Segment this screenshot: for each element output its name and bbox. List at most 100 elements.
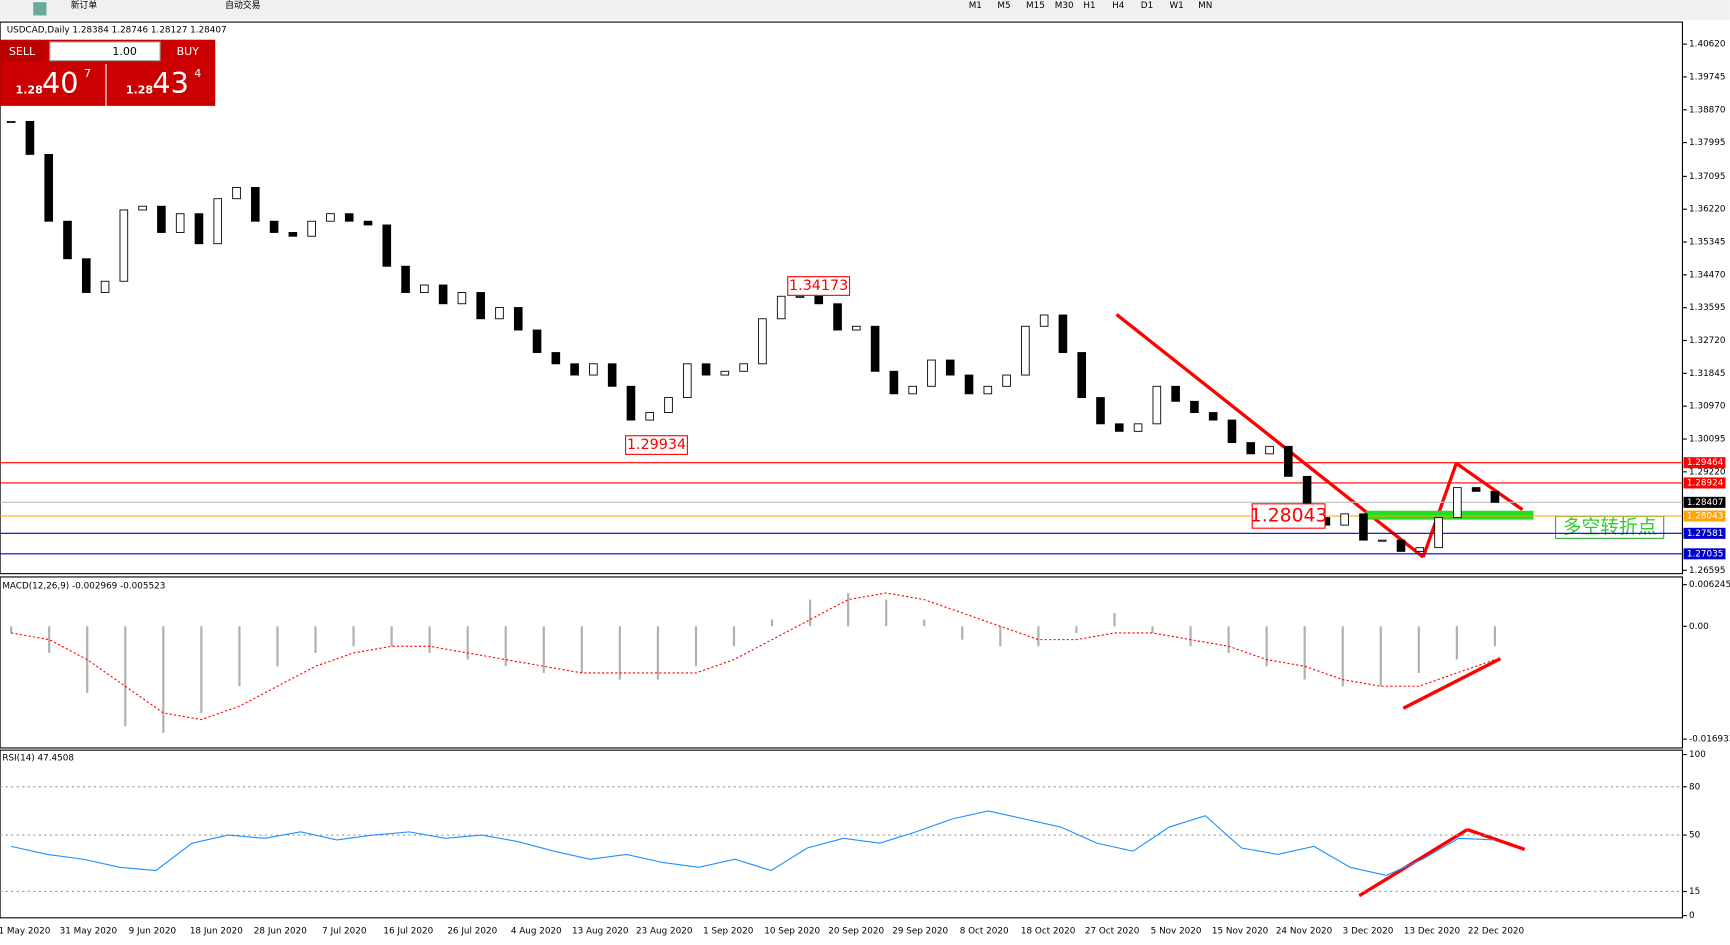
candle: [232, 187, 241, 200]
candle: [119, 209, 129, 282]
candle: [1227, 419, 1237, 444]
candle: [870, 325, 880, 372]
sell-button[interactable]: [0, 41, 45, 62]
date-label: 29 Sep 2020: [892, 927, 948, 937]
sell[interactable]: SELL: [9, 45, 36, 58]
y-tick-label: 1.38870: [1689, 105, 1726, 115]
toolbar-button[interactable]: 新订单: [71, 0, 98, 11]
candle: [6, 120, 16, 123]
candle: [63, 220, 72, 260]
y-tick-label: 1.33595: [1689, 303, 1725, 313]
ask-big[interactable]: 1.28: [126, 83, 153, 96]
candle: [81, 258, 91, 293]
candle: [1377, 539, 1387, 542]
candle: [739, 363, 748, 372]
level-label: 1.28924: [1687, 478, 1724, 488]
date-label: 23 Aug 2020: [636, 927, 693, 937]
level-label: 1.28407: [1687, 498, 1723, 508]
candle: [401, 265, 410, 293]
timeframe[interactable]: W1: [1169, 1, 1183, 11]
lot-input[interactable]: [49, 41, 161, 62]
date-label: 4 Aug 2020: [511, 927, 562, 937]
candle: [1396, 539, 1406, 552]
buy[interactable]: BUY: [177, 45, 200, 58]
candle: [175, 213, 185, 233]
timeframe[interactable]: M30: [1055, 1, 1074, 11]
date-label: 1 May 2020: [0, 927, 51, 937]
y-tick-label: 1.37095: [1689, 172, 1725, 182]
level-label: 1.29464: [1687, 458, 1724, 468]
candle: [1077, 352, 1087, 399]
candle: [1208, 412, 1218, 421]
y-tick-label: 1.35345: [1689, 238, 1725, 248]
candle: [945, 359, 955, 376]
toolbar: [0, 0, 1730, 20]
level-tag: [1683, 477, 1726, 489]
icon[interactable]: [33, 2, 47, 16]
level-label: 1.28043: [1687, 512, 1723, 522]
candle: [1490, 490, 1500, 503]
date-label: 18 Jun 2020: [190, 927, 243, 937]
timeframe[interactable]: D1: [1141, 1, 1153, 11]
candle: [682, 363, 692, 399]
level-tag: [1683, 527, 1726, 539]
level-tag: [1683, 510, 1726, 522]
annotation: 1.34173: [789, 278, 848, 294]
y-tick-label: 1.40620: [1689, 40, 1726, 50]
bid-small[interactable]: 7: [84, 67, 91, 80]
candle: [1265, 445, 1274, 455]
y-tick-label: 100: [1689, 750, 1706, 760]
candle: [513, 307, 523, 331]
rsi-line: [11, 810, 1495, 876]
candle: [1133, 423, 1143, 432]
ask-main[interactable]: 43: [152, 66, 188, 100]
arrow: [1358, 828, 1469, 898]
candle: [889, 370, 899, 395]
candle: [983, 385, 993, 395]
lot[interactable]: 1.00: [112, 45, 137, 58]
level-tag: [1683, 496, 1726, 508]
candle: [589, 363, 598, 376]
candle: [495, 307, 504, 320]
y-tick-label: -0.016933: [1689, 735, 1730, 745]
candle: [1453, 487, 1462, 519]
annotation: 1.28043: [1250, 506, 1328, 527]
toolbar-button[interactable]: 自动交易: [225, 0, 260, 11]
candle: [776, 295, 786, 320]
chart-title: USDCAD,Daily 1.28384 1.28746 1.28127 1.2…: [7, 25, 227, 35]
candle: [532, 329, 542, 353]
y-tick-label: 1.37995: [1689, 138, 1725, 148]
bid-main[interactable]: 40: [42, 66, 78, 100]
timeframe[interactable]: H1: [1083, 1, 1095, 11]
candle: [626, 385, 636, 421]
candle: [194, 213, 204, 245]
y-tick-label: 1.30970: [1689, 402, 1726, 412]
candle: [570, 363, 579, 376]
date-label: 8 Oct 2020: [960, 927, 1009, 937]
candle: [138, 205, 147, 211]
level-label: 1.27035: [1687, 549, 1723, 559]
candle: [25, 120, 35, 155]
candle: [664, 397, 673, 414]
y-tick-label: 0.006245: [1689, 580, 1730, 590]
annotation: 1.29934: [627, 437, 686, 453]
timeframe[interactable]: MN: [1198, 1, 1212, 11]
candle: [1471, 487, 1481, 492]
y-tick-label: 1.26595: [1689, 566, 1725, 576]
date-label: 27 Oct 2020: [1085, 927, 1140, 937]
macd-title: MACD(12,26,9) -0.002969 -0.005523: [2, 581, 165, 591]
timeframe[interactable]: M5: [997, 1, 1010, 11]
timeframe[interactable]: M15: [1026, 1, 1045, 11]
candle: [457, 292, 467, 305]
bid-big[interactable]: 1.28: [16, 83, 43, 96]
y-tick-label: 1.34470: [1689, 270, 1726, 280]
timeframe[interactable]: H4: [1112, 1, 1125, 11]
timeframe[interactable]: M1: [969, 1, 982, 11]
macd-panel: [0, 576, 1683, 749]
date-label: 7 Jul 2020: [322, 927, 367, 937]
candle: [814, 295, 824, 305]
date-label: 9 Jun 2020: [129, 927, 177, 937]
ask-small[interactable]: 4: [194, 67, 201, 80]
candle: [1434, 517, 1443, 549]
